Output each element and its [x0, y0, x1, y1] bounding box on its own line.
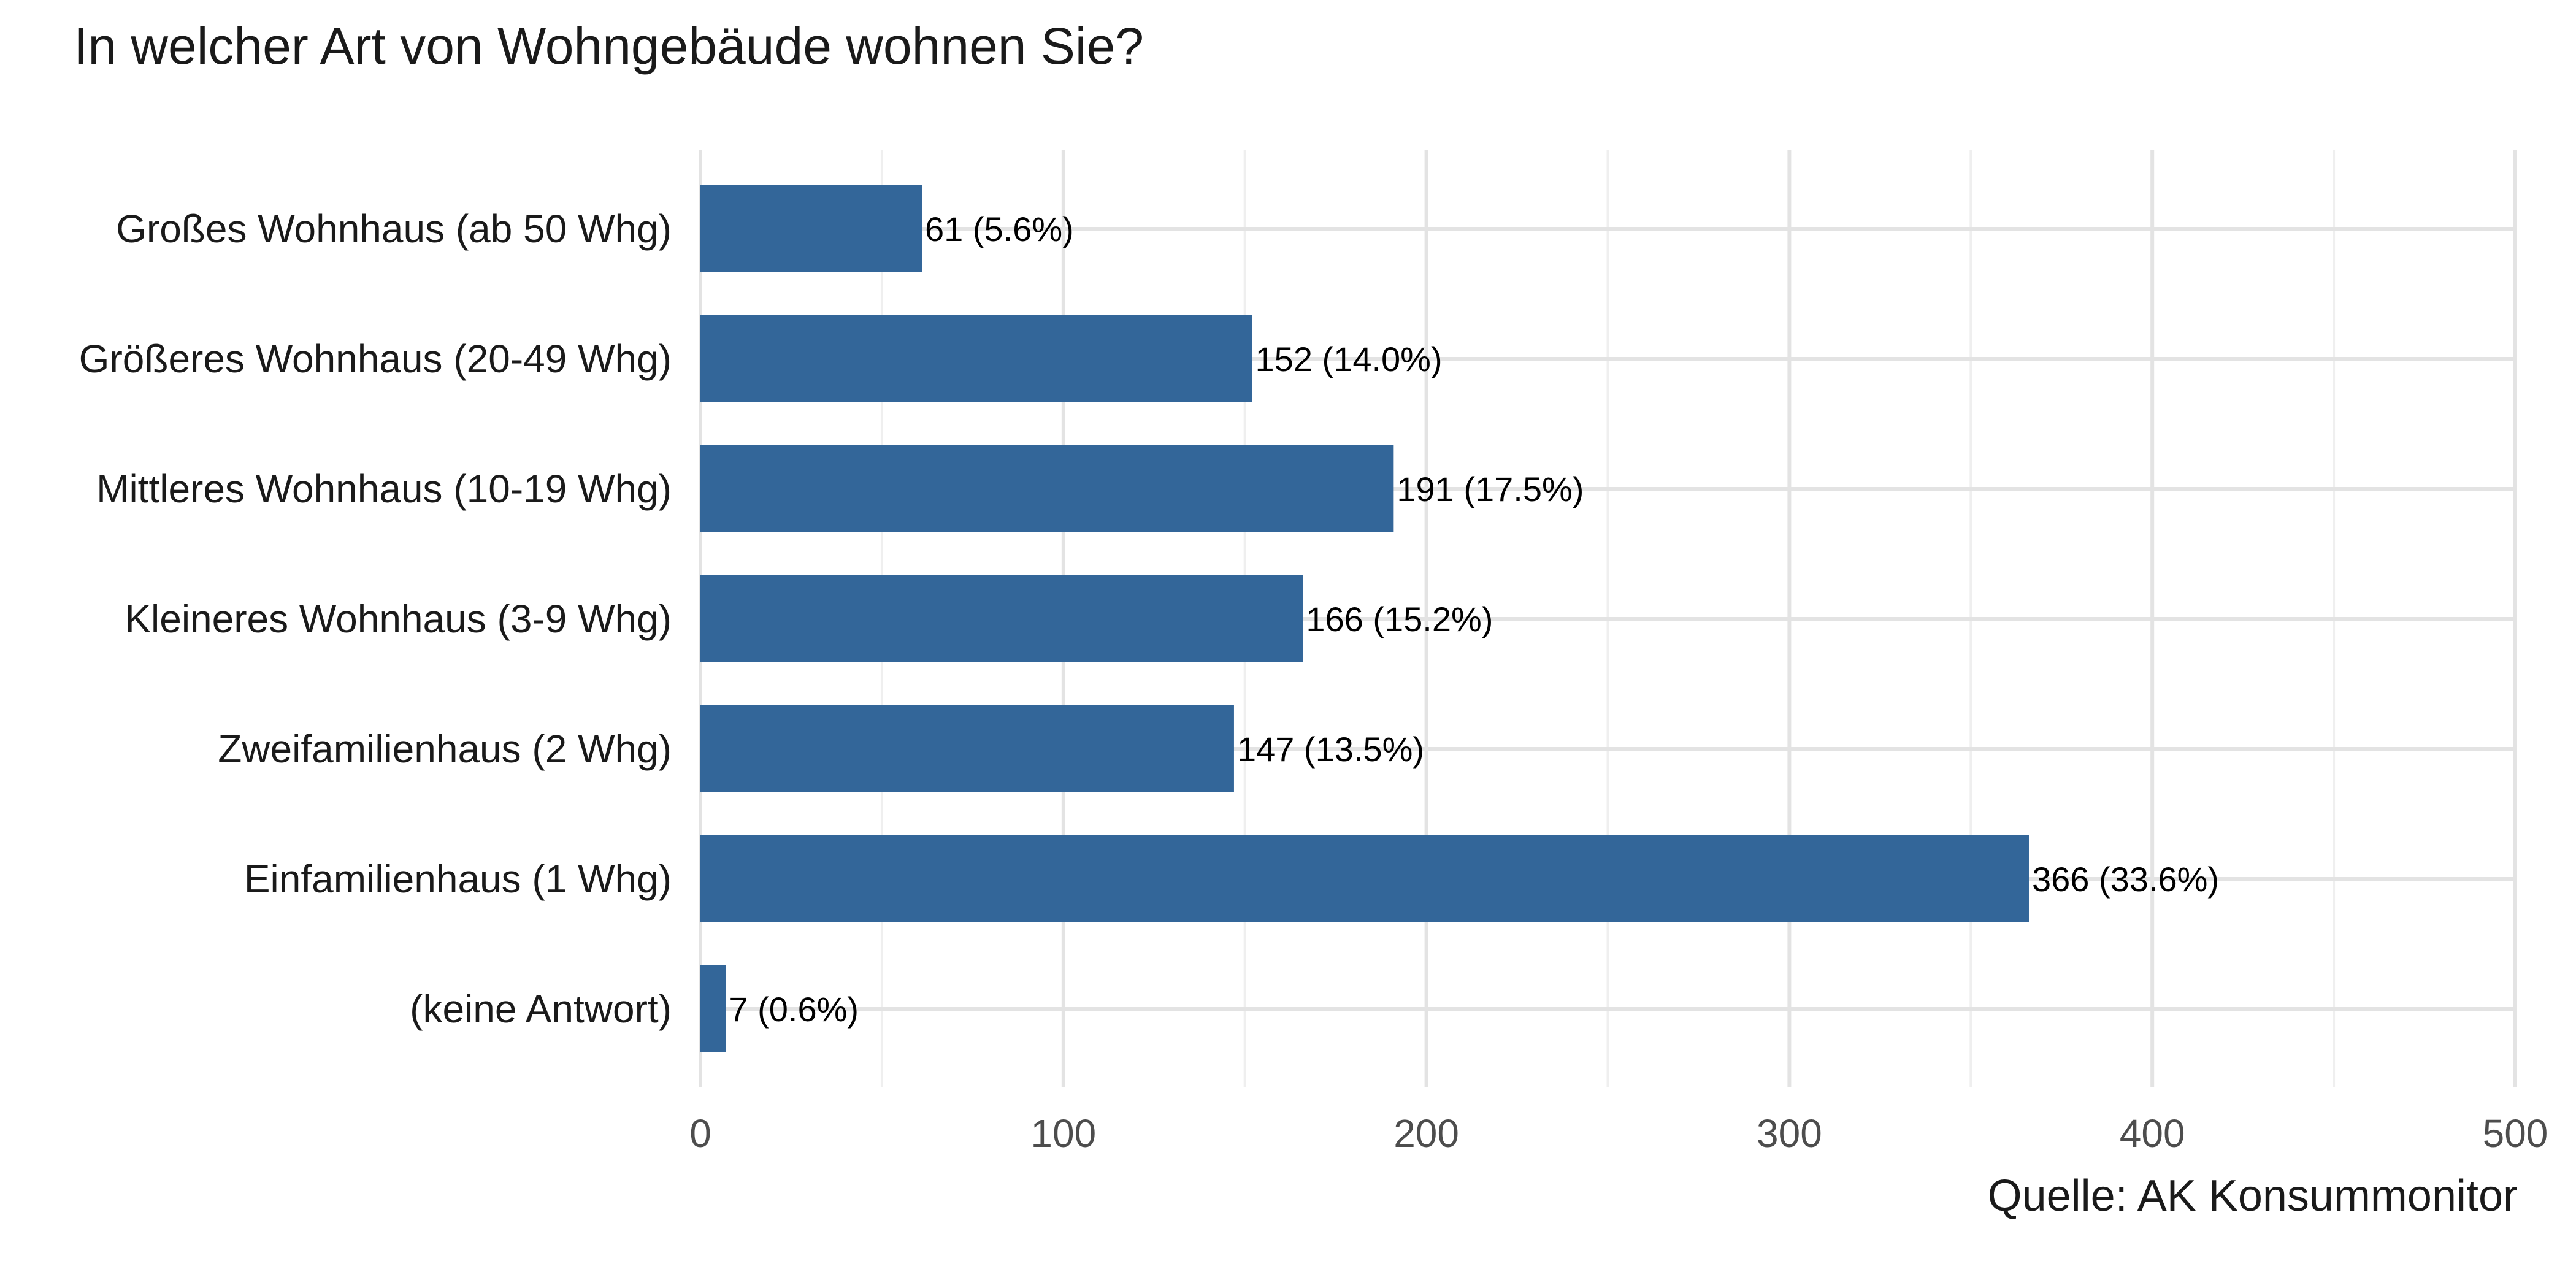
- category-labels: Großes Wohnhaus (ab 50 Whg) Größeres Wohn…: [79, 207, 672, 1031]
- bars: [700, 185, 2029, 1052]
- x-axis-ticks: 0 100 200 300 400 500: [689, 1111, 2548, 1156]
- data-label: 147 (13.5%): [1237, 730, 1424, 769]
- x-tick-label: 500: [2483, 1111, 2548, 1156]
- category-label: Größeres Wohnhaus (20-49 Whg): [79, 337, 672, 381]
- data-labels: 61 (5.6%) 152 (14.0%) 191 (17.5%) 166 (15.2…: [729, 210, 2219, 1029]
- bar: [700, 315, 1252, 402]
- category-label: Zweifamilienhaus (2 Whg): [218, 727, 672, 771]
- data-label: 191 (17.5%): [1397, 470, 1584, 508]
- category-label: Kleineres Wohnhaus (3-9 Whg): [125, 597, 672, 641]
- x-tick-label: 100: [1030, 1111, 1096, 1156]
- data-label: 366 (33.6%): [2032, 860, 2219, 899]
- data-label: 7 (0.6%): [729, 990, 859, 1029]
- data-label: 152 (14.0%): [1255, 340, 1443, 378]
- bar: [700, 705, 1234, 792]
- data-label: 166 (15.2%): [1306, 600, 1493, 638]
- chart-title: In welcher Art von Wohngebäude wohnen Si…: [74, 17, 1144, 75]
- category-label: Großes Wohnhaus (ab 50 Whg): [116, 207, 672, 251]
- bar: [700, 835, 2029, 922]
- category-label: Mittleres Wohnhaus (10-19 Whg): [96, 467, 672, 511]
- chart-caption: Quelle: AK Konsummonitor: [1988, 1171, 2518, 1221]
- bar: [700, 185, 922, 272]
- bar: [700, 965, 726, 1052]
- data-label: 61 (5.6%): [925, 210, 1074, 248]
- x-tick-label: 200: [1393, 1111, 1459, 1156]
- bar: [700, 445, 1394, 532]
- bar: [700, 575, 1303, 662]
- category-label: (keine Antwort): [410, 987, 672, 1031]
- x-tick-label: 300: [1757, 1111, 1822, 1156]
- x-tick-label: 400: [2120, 1111, 2185, 1156]
- category-label: Einfamilienhaus (1 Whg): [244, 857, 672, 901]
- x-tick-label: 0: [689, 1111, 711, 1156]
